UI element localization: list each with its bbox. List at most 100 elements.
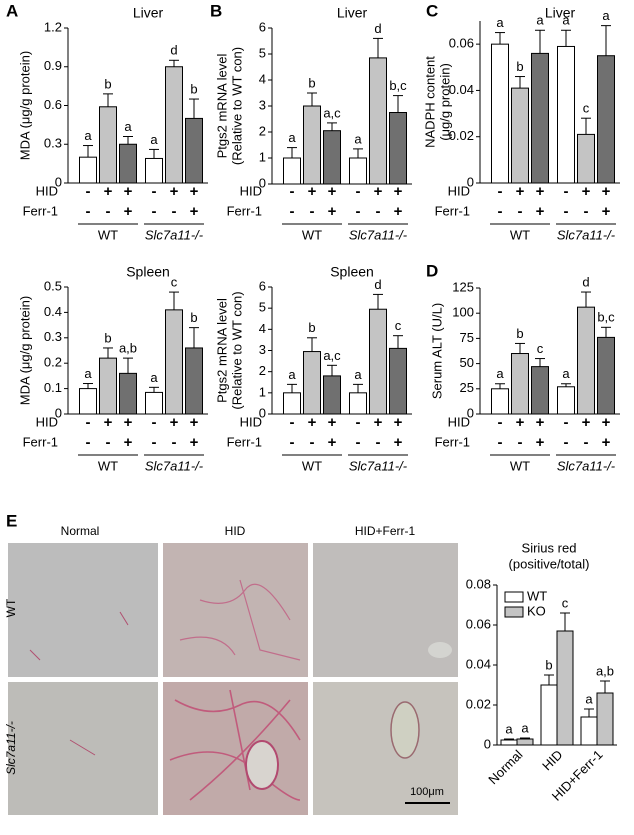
- bar: [145, 157, 163, 184]
- significance-letter: a,b: [119, 341, 137, 356]
- significance-letter: a,b: [596, 663, 614, 678]
- bar: [577, 306, 595, 415]
- significance-letter: c: [562, 595, 569, 610]
- bar: [99, 106, 117, 184]
- bar: [511, 353, 529, 415]
- y-axis-label: (μg/g protein): [437, 63, 452, 141]
- y-tick-label: 0.02: [466, 696, 491, 711]
- bar: [369, 57, 387, 185]
- y-tick-label: 0: [259, 405, 266, 420]
- condition-label: HID: [36, 183, 58, 198]
- condition-symbol: +: [328, 203, 337, 220]
- y-axis-label: Ptgs2 mRNA level: [214, 298, 229, 403]
- bar: [323, 375, 341, 415]
- significance-letter: d: [582, 274, 589, 289]
- y-tick-label: 0.9: [44, 58, 62, 73]
- legend-label: KO: [527, 603, 546, 618]
- condition-symbol: +: [104, 414, 113, 431]
- significance-letter: a: [354, 131, 362, 146]
- y-tick-label: 0: [55, 174, 62, 189]
- condition-symbol: -: [564, 434, 569, 451]
- chart-title: Spleen: [330, 264, 374, 280]
- condition-symbol: -: [518, 434, 523, 451]
- bar: [597, 55, 615, 184]
- condition-symbol: -: [172, 434, 177, 451]
- significance-letter: a: [585, 691, 593, 706]
- condition-symbol: +: [124, 203, 133, 220]
- condition-label: HID: [448, 183, 470, 198]
- chart-title: Spleen: [126, 264, 170, 280]
- group-label: WT: [98, 458, 118, 473]
- condition-symbol: -: [498, 183, 503, 200]
- significance-letter: a: [536, 13, 544, 28]
- condition-label: Ferr-1: [435, 434, 470, 449]
- y-tick-label: 4: [259, 321, 266, 336]
- legend-swatch: [504, 591, 524, 603]
- condition-symbol: -: [564, 203, 569, 220]
- condition-symbol: +: [374, 183, 383, 200]
- condition-symbol: +: [394, 203, 403, 220]
- condition-symbol: +: [124, 434, 133, 451]
- condition-symbol: +: [328, 414, 337, 431]
- significance-letter: b: [545, 657, 552, 672]
- bar: [491, 388, 509, 415]
- micrographs: 100μm Normal HID HID+Ferr-1 WT Slc7a11-/…: [4, 524, 458, 815]
- condition-symbol: -: [152, 414, 157, 431]
- y-axis-label: NADPH content: [422, 56, 437, 148]
- condition-symbol: +: [328, 434, 337, 451]
- panel-label: A: [6, 1, 18, 20]
- bar: [389, 112, 407, 185]
- significance-letter: b: [308, 320, 315, 335]
- y-tick-label: 0.2: [44, 355, 62, 370]
- y-tick-label: 5: [259, 45, 266, 60]
- significance-letter: a: [288, 130, 296, 145]
- y-tick-label: 0.6: [44, 97, 62, 112]
- bar: [389, 347, 407, 415]
- group-label: Slc7a11-/-: [349, 227, 408, 242]
- condition-label: HID: [240, 183, 262, 198]
- x-tick-label: HID: [539, 747, 565, 773]
- condition-label: HID: [36, 414, 58, 429]
- condition-symbol: -: [356, 414, 361, 431]
- group-label: Slc7a11-/-: [557, 458, 616, 473]
- group-label: WT: [98, 227, 118, 242]
- condition-symbol: +: [394, 414, 403, 431]
- condition-symbol: +: [170, 183, 179, 200]
- significance-letter: a,c: [323, 348, 341, 363]
- vessel: [428, 642, 452, 658]
- significance-letter: b: [516, 326, 523, 341]
- bar: [303, 105, 321, 185]
- condition-symbol: +: [394, 183, 403, 200]
- bar: [185, 117, 203, 184]
- condition-symbol: -: [584, 203, 589, 220]
- y-tick-label: 0.06: [466, 616, 491, 631]
- y-tick-label: 0: [55, 405, 62, 420]
- condition-symbol: +: [516, 414, 525, 431]
- y-tick-label: 2: [259, 363, 266, 378]
- x-tick-label: Normal: [485, 747, 525, 787]
- condition-symbol: +: [536, 414, 545, 431]
- y-tick-label: 0.04: [466, 656, 491, 671]
- condition-symbol: -: [152, 183, 157, 200]
- significance-letter: a: [288, 367, 296, 382]
- chart-title: Liver: [133, 5, 164, 21]
- y-tick-label: 125: [452, 279, 474, 294]
- y-tick-label: 0.06: [449, 36, 474, 51]
- significance-letter: a: [124, 119, 132, 134]
- panel-label: D: [426, 261, 438, 280]
- stain: [29, 611, 129, 756]
- condition-symbol: +: [124, 183, 133, 200]
- column-label: Normal: [61, 524, 100, 538]
- legend-swatch: [504, 606, 524, 618]
- condition-symbol: +: [602, 414, 611, 431]
- condition-symbol: -: [356, 203, 361, 220]
- condition-symbol: -: [310, 434, 315, 451]
- y-tick-label: 0.08: [466, 576, 491, 591]
- condition-symbol: +: [602, 203, 611, 220]
- bar: [119, 143, 137, 184]
- column-label: HID: [225, 524, 246, 538]
- group-label: WT: [510, 227, 530, 242]
- condition-symbol: +: [308, 183, 317, 200]
- significance-letter: d: [374, 277, 381, 292]
